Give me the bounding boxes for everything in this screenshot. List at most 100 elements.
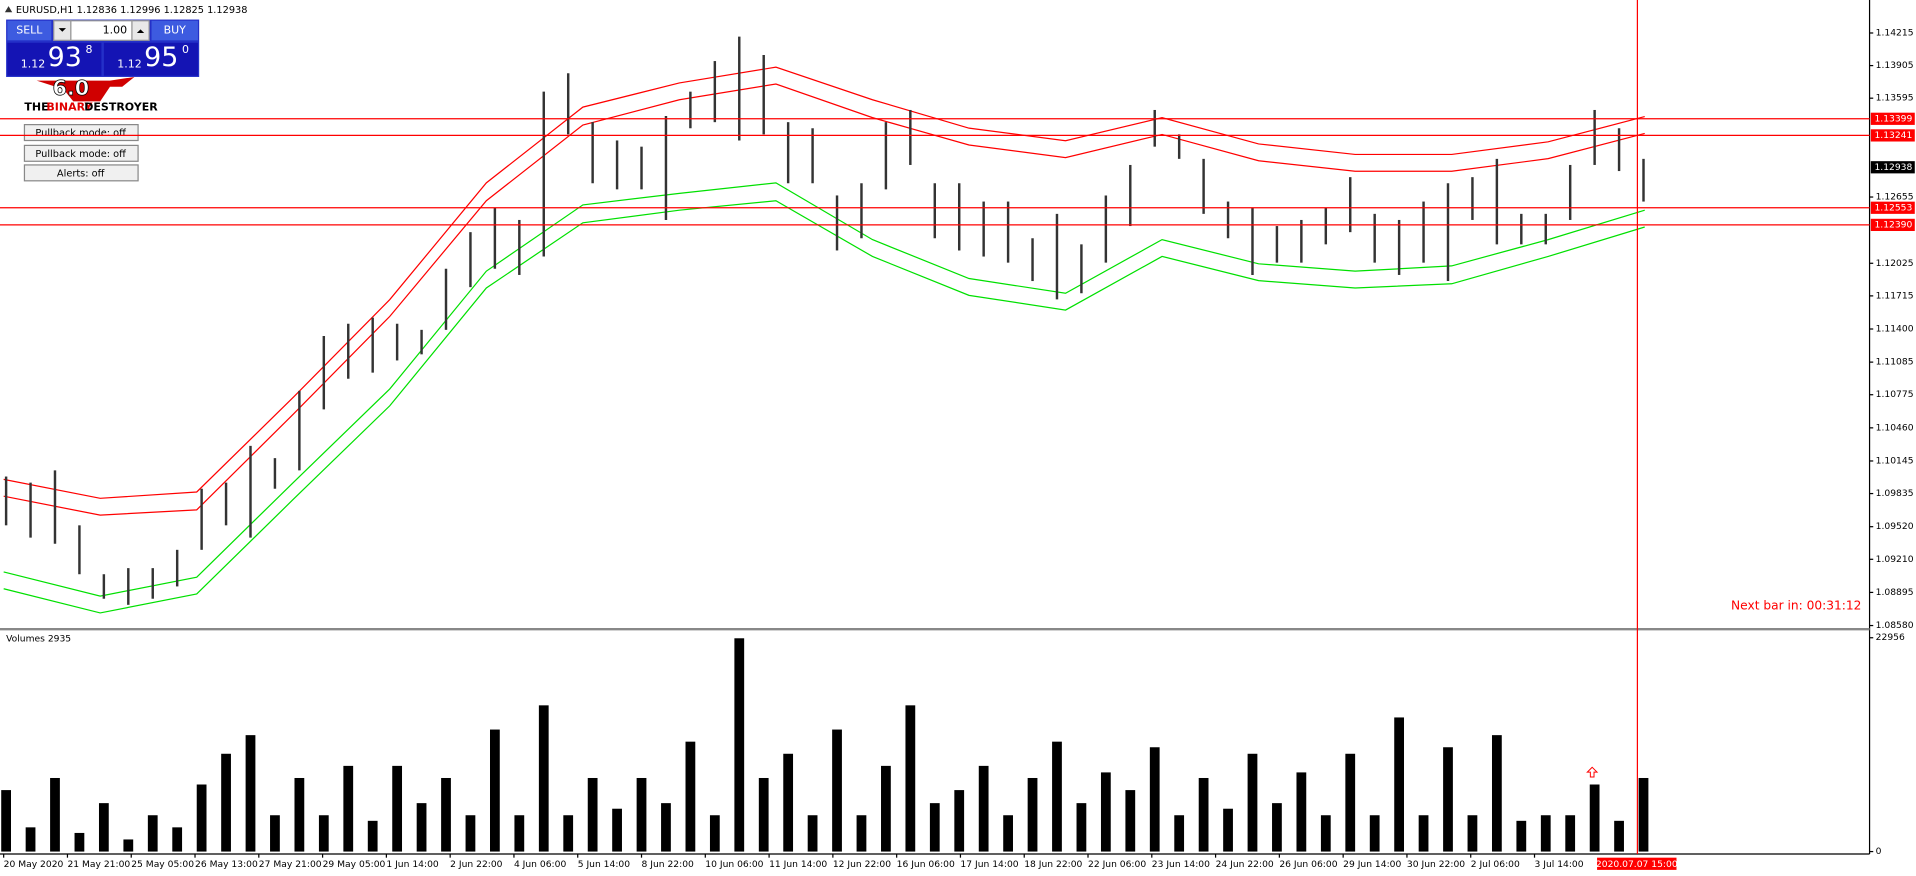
x-tick-label: 23 Jun 14:00	[1152, 859, 1210, 870]
x-tick-label: 10 Jun 06:00	[705, 859, 763, 870]
volume-bar	[489, 729, 500, 852]
bid-big: 1.12	[21, 58, 45, 71]
chart-header: EURUSD,H1 1.12836 1.12996 1.12825 1.1293…	[16, 5, 248, 16]
volume-bar	[1149, 747, 1160, 852]
button-label[interactable]: Pullback mode: off	[35, 128, 126, 139]
volume-bar	[74, 832, 85, 852]
volume-bar	[1247, 753, 1258, 852]
volume-bar	[514, 815, 525, 852]
volume-bar	[1614, 820, 1624, 852]
y-tick-label: 1.09520	[1876, 521, 1914, 532]
volume-bar	[1027, 777, 1038, 852]
volume-bar	[978, 765, 989, 852]
header-icon	[4, 6, 13, 13]
x-tick-label: 2 Jul 06:00	[1471, 859, 1520, 870]
y-tick-label: 1.10775	[1876, 389, 1914, 400]
buy-button[interactable]	[151, 20, 198, 41]
x-tick-label: 21 May 21:00	[67, 859, 130, 870]
trade-panel: SELL 1.00 BUY 1.12 93 8 1.12 95 0	[6, 19, 200, 77]
volume-bar	[1443, 747, 1453, 852]
volume-bar	[1589, 784, 1600, 852]
volume-bar	[25, 827, 36, 852]
level-label: 1.12553	[1874, 202, 1912, 213]
x-tick-label: 4 Jun 06:00	[514, 859, 567, 870]
y-tick-label: 1.10145	[1876, 455, 1914, 466]
volume-bar	[929, 803, 940, 852]
volume-bar	[636, 777, 647, 852]
volume-bar	[1223, 808, 1233, 852]
x-tick-label: 26 Jun 06:00	[1279, 859, 1337, 870]
volume-bar	[172, 827, 183, 852]
buy-label[interactable]: BUY	[164, 24, 187, 37]
pullback-button[interactable]	[23, 124, 139, 142]
volume-bar	[318, 815, 329, 852]
ask-big: 1.12	[117, 58, 141, 71]
volume-bar	[392, 765, 403, 852]
bid-main: 93	[48, 42, 82, 73]
volume-bar	[563, 815, 574, 852]
volume-bar	[954, 790, 965, 852]
y-tick-label: 1.11085	[1876, 357, 1914, 368]
y-tick-label: 1.14215	[1876, 27, 1914, 38]
y-tick-label: 1.08895	[1876, 587, 1914, 598]
volume-bar	[1003, 815, 1013, 852]
alerts-button[interactable]	[23, 164, 139, 182]
volume-bar	[1467, 815, 1478, 852]
envelope-band	[3, 66, 1645, 499]
volume-bar	[1076, 803, 1087, 852]
volume-bar	[612, 808, 622, 852]
volume-bar	[1296, 772, 1307, 852]
level-label: 1.13241	[1874, 130, 1912, 141]
volume-bar	[1369, 815, 1380, 852]
volume-bar	[441, 777, 451, 852]
level-label: 1.13399	[1874, 113, 1912, 124]
level-label-bg	[1870, 201, 1915, 214]
volume-bar	[832, 729, 842, 852]
plot	[1, 36, 1649, 852]
volume-bar	[416, 803, 427, 852]
volume-bar	[1394, 717, 1405, 852]
level-label-bg	[1870, 129, 1915, 142]
envelope-band	[3, 83, 1645, 516]
logo-version: 6.0	[52, 76, 89, 100]
volume-bar	[123, 839, 134, 852]
volume-bar	[1100, 772, 1111, 852]
button-label[interactable]: Pullback mode: off	[35, 149, 126, 160]
volume-bar	[1198, 777, 1209, 852]
logo-binary: BINARY	[46, 101, 93, 114]
y-tick-label: 1.11400	[1876, 324, 1914, 335]
y-tick-label: 1.09210	[1876, 554, 1914, 565]
y-tick-label: 1.12025	[1876, 258, 1914, 269]
button-label[interactable]: Alerts: off	[57, 168, 105, 179]
sell-label[interactable]: SELL	[16, 24, 43, 37]
bid-box[interactable]	[7, 42, 102, 76]
current-price-label: 1.12938	[1874, 162, 1912, 173]
volume-bar	[1174, 815, 1185, 852]
x-tick-label: 27 May 21:00	[259, 859, 322, 870]
cursor-label: 2020.07.07 15:00	[1596, 859, 1678, 870]
lot-value[interactable]: 1.00	[103, 24, 127, 37]
x-tick-label: 16 Jun 06:00	[897, 859, 955, 870]
volume-bar	[856, 815, 867, 852]
next-bar: Next bar in: 00:31:12	[1731, 598, 1861, 612]
logo-the: THE	[24, 101, 48, 114]
volume-bar	[98, 803, 109, 852]
volume-bar	[685, 741, 696, 852]
x-tick-label: 1 Jun 14:00	[386, 859, 439, 870]
sell-button[interactable]	[7, 20, 52, 41]
x-tick-label: 11 Jun 14:00	[769, 859, 827, 870]
pullback-button[interactable]	[23, 144, 139, 162]
volume-title: Volumes 2935	[6, 633, 71, 644]
ask-frac: 0	[182, 43, 189, 56]
x-tick-label: 3 Jul 14:00	[1535, 859, 1584, 870]
volume-bar	[465, 815, 476, 852]
volume-bar	[1638, 777, 1649, 852]
volume-bar	[1272, 803, 1282, 852]
volume-bar	[50, 777, 60, 852]
envelope-band	[3, 182, 1645, 597]
ask-box[interactable]	[103, 42, 198, 76]
arrow-icon	[1586, 766, 1599, 778]
